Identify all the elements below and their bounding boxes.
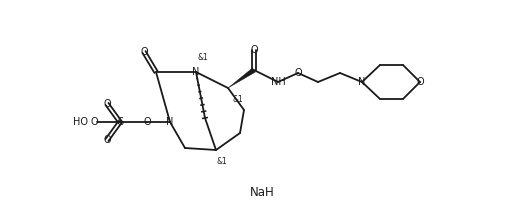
Text: N: N (192, 67, 200, 77)
Text: O: O (250, 45, 258, 55)
Text: NaH: NaH (250, 186, 275, 199)
Text: O: O (103, 135, 111, 145)
Polygon shape (228, 68, 255, 88)
Text: &1: &1 (197, 52, 208, 62)
Text: HO: HO (73, 117, 89, 127)
Text: S: S (117, 117, 123, 127)
Text: NH: NH (270, 77, 286, 87)
Text: &1: &1 (217, 157, 227, 167)
Text: O: O (294, 68, 302, 78)
Text: O: O (140, 47, 148, 57)
Text: N: N (166, 117, 173, 127)
Text: O: O (143, 117, 151, 127)
Text: O: O (90, 117, 98, 127)
Text: O: O (103, 99, 111, 109)
Text: &1: &1 (232, 95, 243, 105)
Text: O: O (416, 77, 424, 87)
Text: N: N (358, 77, 366, 87)
